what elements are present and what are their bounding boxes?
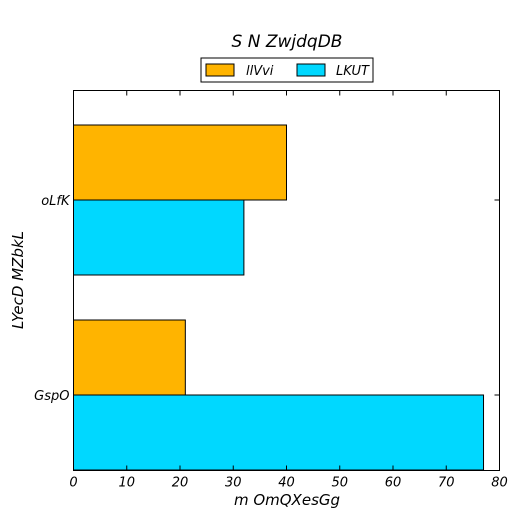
x-axis-label: m OmQXesGg (234, 491, 340, 509)
bar-oLfK-llVvi (73, 124, 287, 201)
bar-oLfK-LKUT (73, 199, 245, 276)
x-tick-label: 0 (69, 476, 77, 491)
y-tick-label: oLfK (41, 194, 71, 209)
y-axis-label: LYecD MZbkL (9, 231, 27, 329)
legend-label-series-1: llVvi (246, 64, 274, 79)
y-tick-label: GspO (34, 389, 69, 404)
bars-group (73, 124, 485, 471)
x-tick-label: 10 (118, 476, 135, 491)
plot-frame (73, 90, 500, 471)
legend: llVvi LKUT (200, 57, 374, 83)
bar-GspO-llVvi (73, 319, 186, 396)
x-tick-label: 20 (172, 476, 189, 491)
legend-swatch-series-1 (205, 63, 235, 77)
bar-GspO-LKUT (73, 394, 485, 471)
x-tick-label: 60 (385, 476, 402, 491)
x-tick-label: 80 (491, 476, 508, 491)
x-tick-label: 40 (278, 476, 295, 491)
x-tick-label: 30 (225, 476, 242, 491)
x-tick-label: 50 (331, 476, 348, 491)
chart-title: S N ZwjdqDB (232, 32, 343, 52)
legend-swatch-series-2 (296, 63, 326, 77)
legend-label-series-2: LKUT (336, 64, 370, 79)
x-tick-label: 70 (438, 476, 455, 491)
